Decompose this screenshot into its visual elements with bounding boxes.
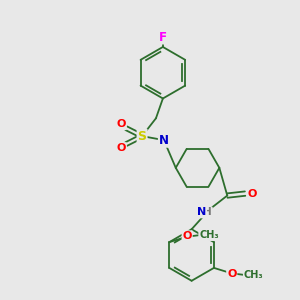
Text: O: O (182, 231, 192, 241)
Text: O: O (248, 189, 257, 199)
Text: CH₃: CH₃ (199, 230, 219, 240)
Text: H: H (203, 207, 212, 218)
Text: O: O (117, 143, 126, 153)
Text: N: N (159, 134, 169, 147)
Text: S: S (138, 130, 147, 142)
Text: F: F (159, 31, 167, 44)
Text: O: O (227, 269, 236, 279)
Text: N: N (159, 134, 169, 147)
Text: CH₃: CH₃ (244, 270, 263, 280)
Text: N: N (197, 207, 206, 218)
Text: O: O (117, 119, 126, 129)
